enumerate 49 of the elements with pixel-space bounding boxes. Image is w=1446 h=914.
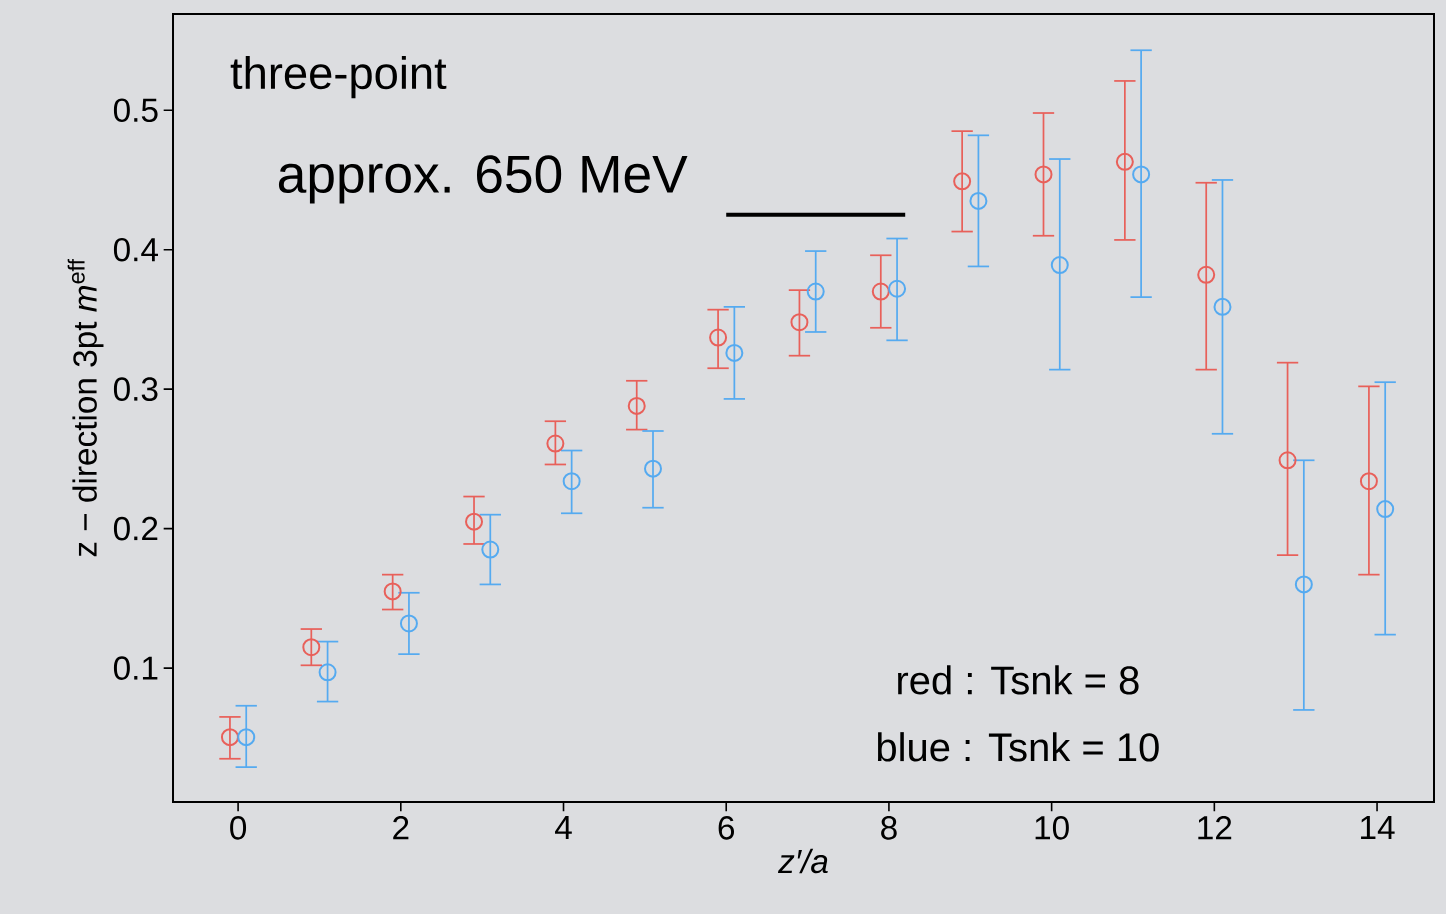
x-tick-label: 0 <box>230 816 247 840</box>
point <box>1132 165 1151 184</box>
x-axis-title: z′/a <box>777 848 828 874</box>
y-tick-label: 0.3 <box>113 377 158 401</box>
point <box>1034 165 1053 184</box>
point <box>1115 152 1134 171</box>
point <box>969 191 988 210</box>
annotation: three-point <box>230 55 447 99</box>
point <box>1359 472 1378 491</box>
annotation: blue : Tsnk = 10 <box>877 732 1159 762</box>
point <box>953 172 972 191</box>
annotation: red : Tsnk = 8 <box>898 665 1139 695</box>
point <box>806 282 825 301</box>
point <box>790 313 809 332</box>
x-tick-label: 14 <box>1361 816 1395 839</box>
point <box>1278 451 1297 470</box>
point <box>546 434 565 453</box>
y-axis-title: z − direction 3pt m$^{eff}$ <box>67 258 104 557</box>
point <box>888 279 907 298</box>
point <box>481 540 500 559</box>
point <box>1050 256 1069 275</box>
point <box>1294 575 1313 594</box>
point <box>465 512 484 531</box>
point <box>318 663 337 682</box>
point <box>1197 265 1216 284</box>
point <box>725 343 744 362</box>
point <box>709 328 728 347</box>
y-tick-label: 0.1 <box>113 656 158 680</box>
point <box>1213 297 1232 316</box>
x-tick-label: 8 <box>881 816 897 840</box>
point <box>237 728 256 747</box>
point <box>383 582 402 601</box>
point <box>1376 500 1395 519</box>
x-tick-label: 2 <box>393 816 409 840</box>
annotation: approx. 650 MeV <box>278 155 688 204</box>
point <box>644 459 662 478</box>
point <box>302 638 321 657</box>
y-tick-label: 0.4 <box>113 237 158 262</box>
x-tick-label: 10 <box>1035 816 1069 840</box>
x-tick-label: 12 <box>1198 816 1232 840</box>
y-tick-label: 0.5 <box>113 98 158 123</box>
point <box>562 472 581 491</box>
point <box>871 282 890 301</box>
x-tick-label: 4 <box>555 816 572 839</box>
x-tick-label: 6 <box>718 816 735 840</box>
point <box>627 396 646 415</box>
point <box>220 728 239 747</box>
point <box>399 614 418 633</box>
y-tick-label: 0.2 <box>113 516 158 541</box>
